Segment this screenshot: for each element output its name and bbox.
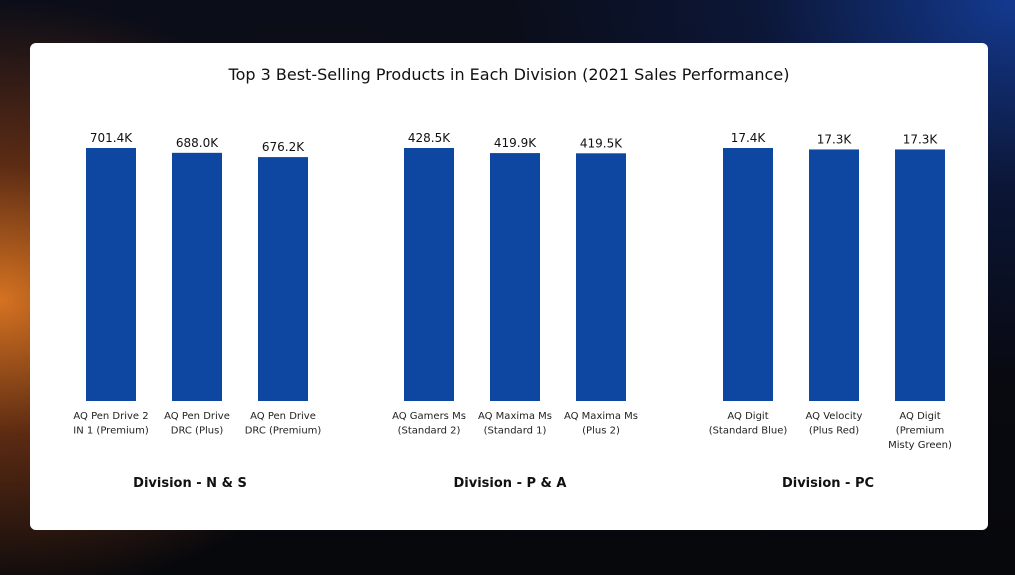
chart-card: Top 3 Best-Selling Products in Each Divi… bbox=[30, 43, 988, 530]
category-label: AQ Pen Drive DRC (Premium) bbox=[245, 411, 322, 437]
data-label: 419.9K bbox=[494, 136, 537, 150]
division-label-pa: Division - P & A bbox=[453, 476, 567, 491]
data-label: 419.5K bbox=[580, 136, 623, 150]
bar-chart: 701.4K AQ Pen Drive 2 IN 1 (Premium) 688.0K… bbox=[73, 131, 952, 451]
category-label: AQ Pen Drive 2 IN 1 (Premium) bbox=[73, 411, 149, 437]
data-label: 701.4K bbox=[90, 131, 133, 145]
category-label: AQ Maxima Ms (Plus 2) bbox=[564, 411, 638, 437]
category-label: AQ Gamers Ms (Standard 2) bbox=[392, 411, 466, 437]
category-label: AQ Maxima Ms (Standard 1) bbox=[478, 411, 552, 437]
data-label: 17.3K bbox=[903, 132, 939, 146]
category-label: AQ Digit (Premium Misty Green) bbox=[888, 411, 952, 451]
bar bbox=[490, 153, 540, 401]
bar bbox=[172, 152, 222, 401]
division-label-ns: Division - N & S bbox=[133, 476, 247, 491]
bar bbox=[258, 157, 308, 401]
category-label: AQ Pen Drive DRC (Plus) bbox=[164, 411, 230, 437]
category-label: AQ Velocity (Plus Red) bbox=[806, 411, 863, 437]
chart-title: Top 3 Best-Selling Products in Each Divi… bbox=[228, 65, 790, 84]
bar bbox=[86, 148, 136, 401]
data-label: 17.4K bbox=[731, 131, 767, 145]
data-label: 688.0K bbox=[176, 136, 219, 150]
data-label: 17.3K bbox=[817, 132, 853, 146]
bar bbox=[404, 148, 454, 401]
bar bbox=[809, 149, 859, 401]
data-label: 428.5K bbox=[408, 131, 451, 145]
category-label: AQ Digit (Standard Blue) bbox=[709, 411, 788, 437]
bar bbox=[723, 148, 773, 401]
bar bbox=[576, 153, 626, 401]
bar bbox=[895, 149, 945, 401]
division-label-pc: Division - PC bbox=[781, 476, 875, 491]
data-label: 676.2K bbox=[262, 140, 305, 154]
